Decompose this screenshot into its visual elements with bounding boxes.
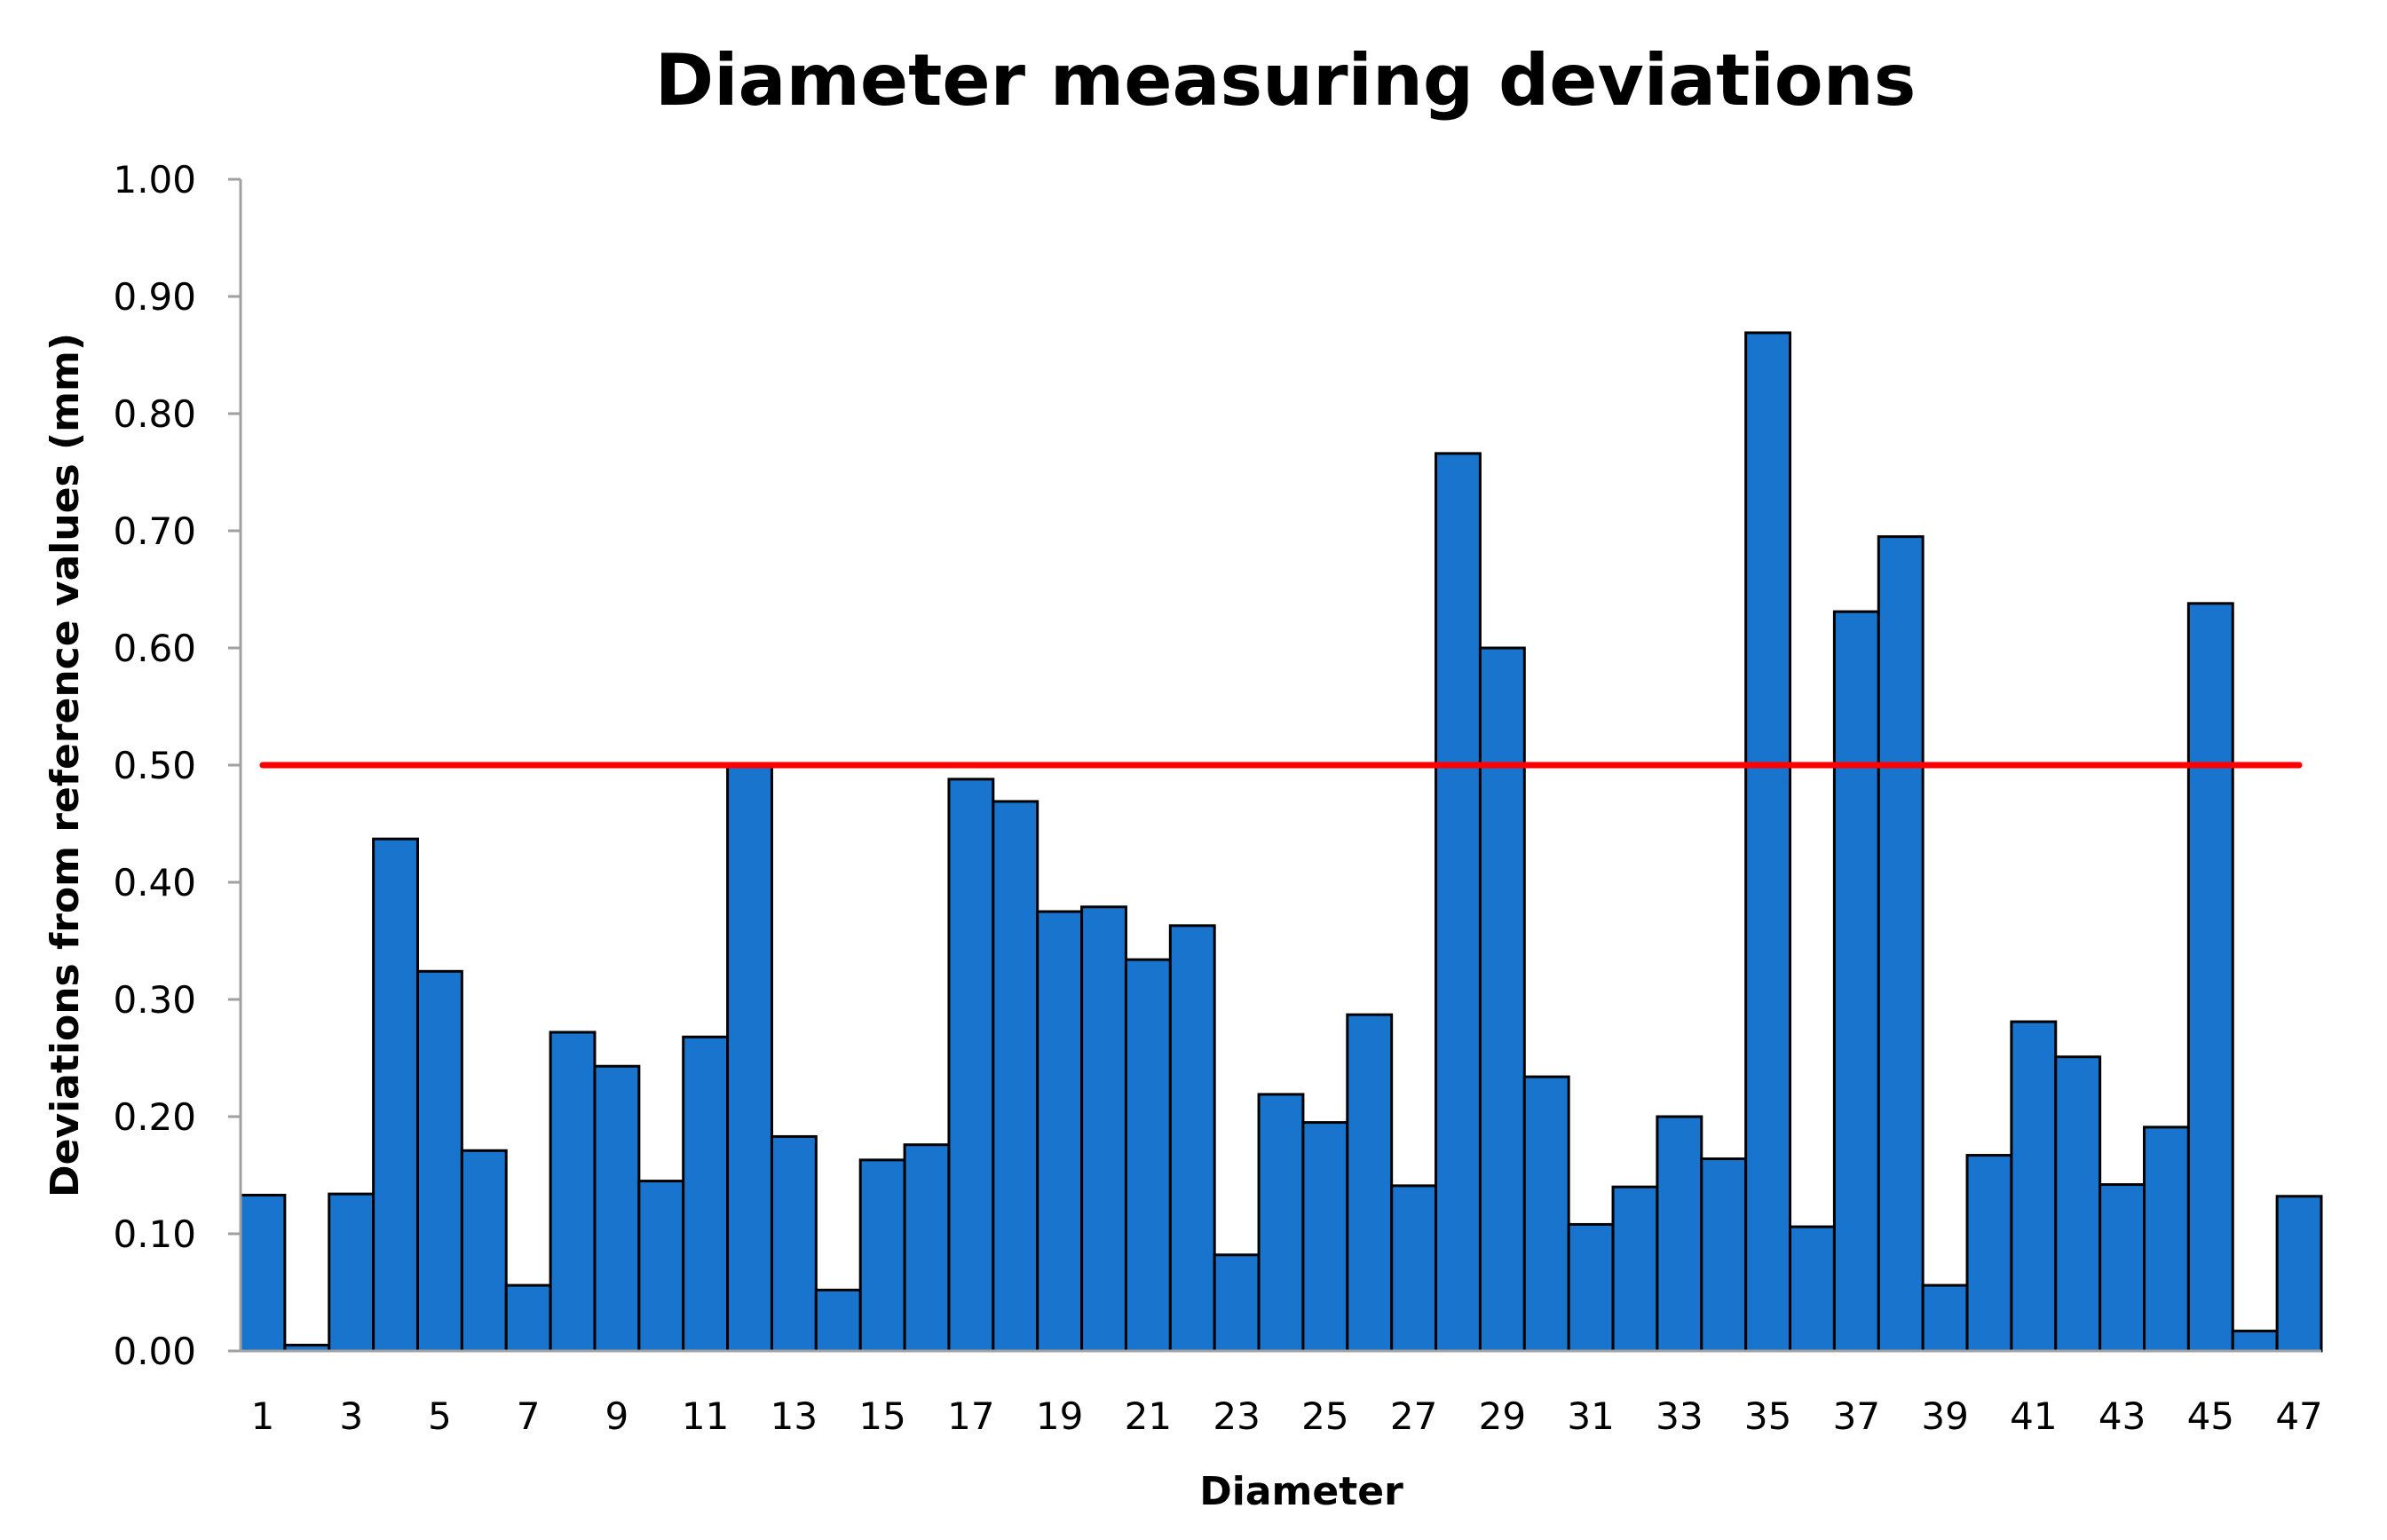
x-tick-label: 31 (1567, 1394, 1614, 1438)
x-tick-label: 33 (1656, 1394, 1703, 1438)
bar-25 (1301, 1121, 1349, 1353)
y-tick-label: 0.60 (113, 627, 196, 670)
x-tick-label: 35 (1744, 1394, 1791, 1438)
bar-10 (637, 1180, 685, 1353)
bar-22 (1168, 924, 1216, 1353)
x-tick-label: 19 (1036, 1394, 1083, 1438)
x-tick-label: 41 (2010, 1394, 2057, 1438)
chart-title: Diameter measuring deviations (655, 39, 1917, 122)
x-tick-label: 15 (858, 1394, 905, 1438)
bar-14 (814, 1288, 862, 1353)
y-tick-label: 0.20 (113, 1095, 196, 1139)
bar-4 (372, 837, 419, 1353)
x-tick-label: 3 (339, 1394, 363, 1438)
y-axis-title: Deviations from reference values (mm) (43, 333, 88, 1197)
bar-35 (1744, 331, 1792, 1353)
y-tick-label: 0.80 (113, 392, 196, 436)
bar-21 (1124, 958, 1172, 1353)
bar-24 (1257, 1093, 1305, 1353)
bar-37 (1832, 610, 1880, 1353)
x-tick-label: 11 (682, 1394, 729, 1438)
bar-42 (2054, 1055, 2102, 1353)
bar-28 (1435, 452, 1482, 1353)
x-tick-label: 13 (771, 1394, 818, 1438)
x-tick-label: 37 (1833, 1394, 1880, 1438)
x-tick-label: 29 (1479, 1394, 1526, 1438)
x-tick-label: 1 (251, 1394, 275, 1438)
x-tick-label: 25 (1301, 1394, 1348, 1438)
y-tick-label: 0.50 (113, 744, 196, 787)
bar-18 (992, 800, 1039, 1353)
y-tick-label: 1.00 (113, 158, 196, 201)
y-tick-label: 0.70 (113, 509, 196, 553)
bar-34 (1700, 1157, 1748, 1353)
y-tick-label: 0.30 (113, 978, 196, 1022)
bar-46 (2231, 1330, 2279, 1353)
x-tick-label: 27 (1390, 1394, 1437, 1438)
x-tick-label: 7 (517, 1394, 541, 1438)
y-tick-label: 0.40 (113, 861, 196, 904)
bar-9 (593, 1064, 641, 1353)
bar-19 (1036, 910, 1084, 1353)
x-tick-label: 21 (1125, 1394, 1172, 1438)
bar-7 (504, 1283, 552, 1353)
x-tick-label: 5 (428, 1394, 452, 1438)
y-tick-label: 0.90 (113, 275, 196, 319)
y-tick-label: 0.00 (113, 1330, 196, 1373)
x-tick-label: 47 (2275, 1394, 2322, 1438)
bar-32 (1611, 1185, 1659, 1353)
bar-41 (2010, 1020, 2058, 1353)
x-axis-title: Diameter (1199, 1469, 1403, 1514)
bar-15 (858, 1158, 906, 1353)
bar-6 (460, 1149, 508, 1353)
x-tick-label: 9 (605, 1394, 629, 1438)
bar-3 (328, 1192, 375, 1353)
bar-29 (1478, 646, 1526, 1353)
bar-44 (2143, 1125, 2190, 1353)
bar-30 (1522, 1075, 1570, 1353)
bar-27 (1390, 1184, 1438, 1353)
x-tick-label: 43 (2099, 1394, 2146, 1438)
bar-1 (239, 1193, 287, 1353)
x-tick-label: 45 (2187, 1394, 2234, 1438)
bar-11 (682, 1035, 730, 1353)
bar-36 (1789, 1225, 1836, 1353)
bar-31 (1567, 1222, 1615, 1353)
y-tick-label: 0.10 (113, 1212, 196, 1256)
bar-39 (1921, 1283, 1969, 1353)
bar-20 (1080, 905, 1127, 1353)
bar-5 (415, 969, 463, 1353)
bar-40 (1965, 1154, 2013, 1353)
bar-33 (1656, 1115, 1703, 1353)
bar-8 (549, 1031, 597, 1353)
bar-17 (947, 778, 995, 1353)
bar-23 (1213, 1253, 1261, 1353)
bar-45 (2186, 602, 2234, 1353)
x-tick-label: 17 (947, 1394, 994, 1438)
bar-12 (726, 763, 773, 1353)
x-tick-label: 23 (1213, 1394, 1260, 1438)
bar-13 (770, 1134, 818, 1353)
bar-26 (1346, 1013, 1394, 1353)
bar-16 (903, 1143, 951, 1353)
bar-38 (1877, 535, 1925, 1353)
x-tick-label: 39 (1921, 1394, 1968, 1438)
bar-43 (2099, 1183, 2146, 1353)
bar-47 (2275, 1195, 2323, 1353)
